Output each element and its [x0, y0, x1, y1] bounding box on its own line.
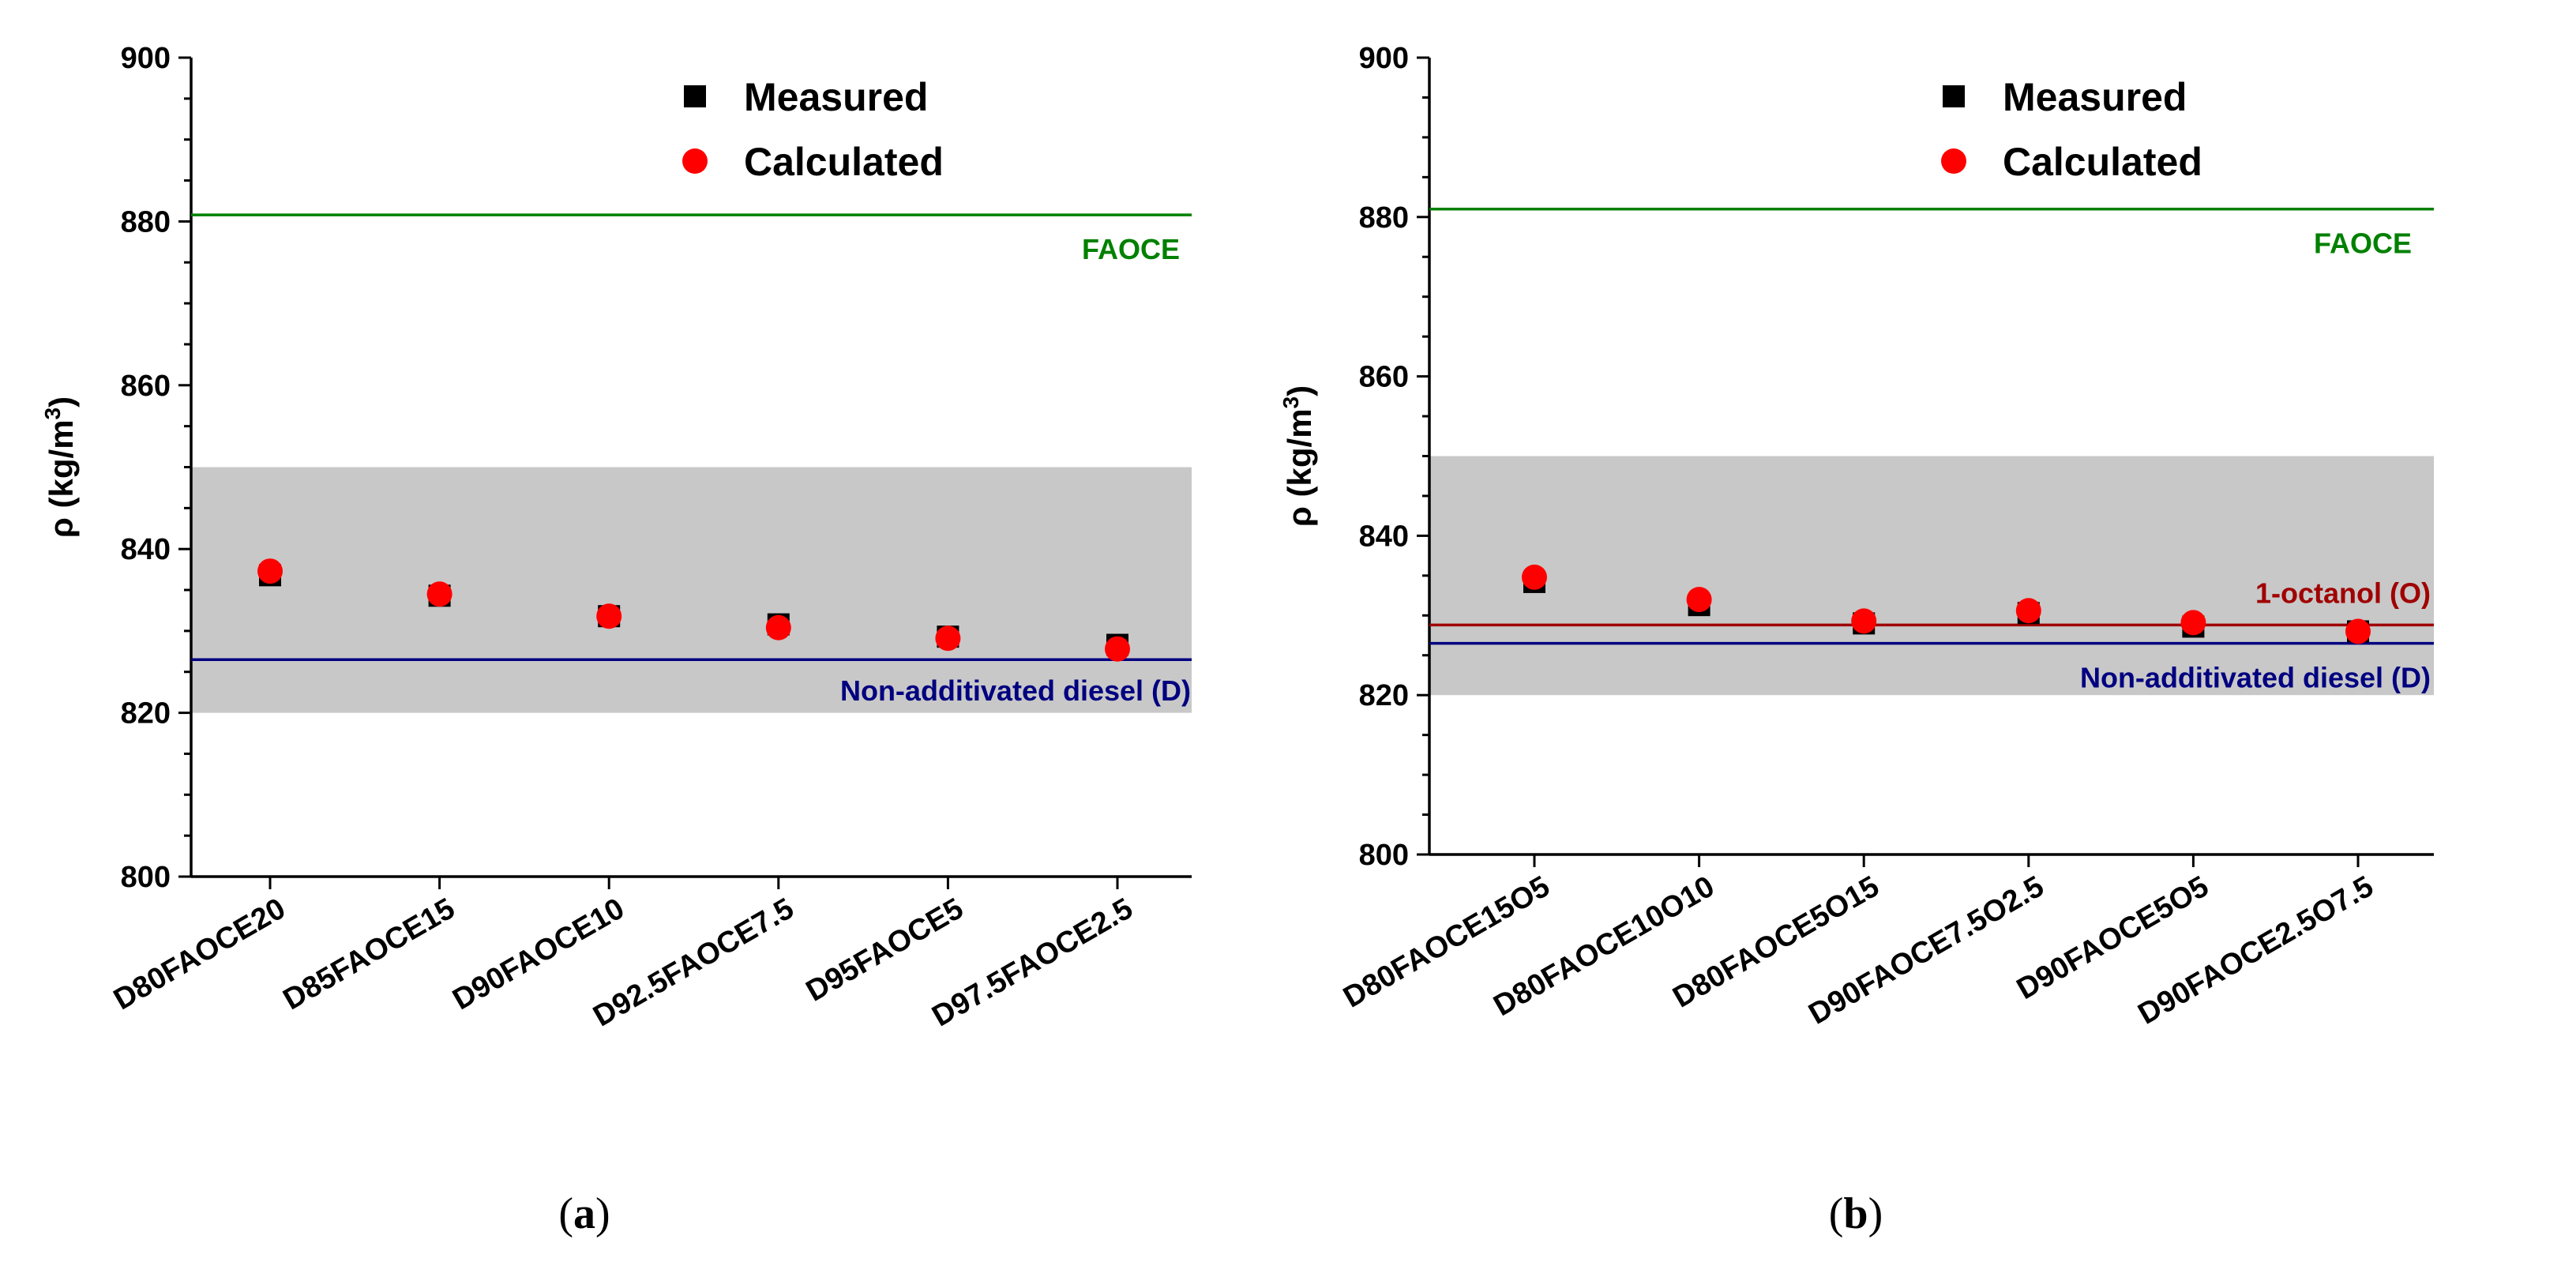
calculated-point: [426, 581, 452, 607]
calculated-point: [596, 603, 622, 629]
y-tick-label: 900: [1359, 42, 1409, 75]
panel-label: (a): [558, 1189, 610, 1238]
calculated-point: [1686, 587, 1712, 613]
x-tick-label: D80FAOCE20: [108, 892, 291, 1016]
legend-marker: [1943, 85, 1965, 107]
legend-label: Measured: [2003, 75, 2187, 119]
calculated-point: [2180, 610, 2206, 636]
calculated-point: [935, 625, 961, 652]
calculated-point: [765, 614, 791, 640]
calculated-point: [2345, 618, 2371, 644]
shaded-range-band: [1429, 456, 2434, 696]
y-tick-label: 800: [121, 861, 171, 894]
y-axis-title: ρ (kg/m3): [40, 396, 80, 538]
legend-marker: [682, 148, 708, 174]
calculated-point: [257, 558, 283, 584]
y-tick-label: 800: [1359, 839, 1409, 872]
reference-line-label: 1-octanol (O): [2255, 577, 2431, 609]
calculated-point: [1522, 564, 1547, 590]
y-axis-title: ρ (kg/m3): [1279, 385, 1318, 527]
reference-line-label: Non-additivated diesel (D): [840, 674, 1191, 707]
y-tick-label: 900: [121, 42, 171, 75]
y-tick-label: 840: [1359, 520, 1409, 553]
calculated-point: [2015, 598, 2041, 624]
legend-label: Calculated: [744, 140, 944, 184]
x-tick-label: D95FAOCE5: [801, 892, 969, 1008]
legend-label: Calculated: [2003, 140, 2202, 184]
reference-line-label: FAOCE: [1082, 233, 1180, 265]
y-tick-label: 820: [121, 697, 171, 731]
y-tick-label: 880: [1359, 201, 1409, 235]
y-tick-label: 840: [121, 533, 171, 566]
panel-label: (b): [1829, 1189, 1883, 1238]
y-tick-label: 820: [1359, 679, 1409, 712]
chart-panel-a: 800 820 840 860 880 900 ρ (kg/m3) D80FAOCE20D85…: [40, 42, 1192, 1238]
x-tick-label: D85FAOCE15: [278, 892, 460, 1016]
calculated-point: [1851, 608, 1877, 634]
calculated-point: [1105, 636, 1130, 662]
shaded-range-band: [191, 467, 1192, 713]
legend-marker: [1941, 148, 1966, 174]
reference-line-label: FAOCE: [2314, 227, 2412, 260]
y-tick-label: 880: [121, 205, 171, 239]
y-tick-label: 860: [1359, 361, 1409, 394]
y-tick-label: 860: [121, 370, 171, 403]
legend-marker: [684, 85, 706, 107]
legend-label: Measured: [744, 75, 928, 119]
reference-line-label: Non-additivated diesel (D): [2080, 662, 2431, 694]
